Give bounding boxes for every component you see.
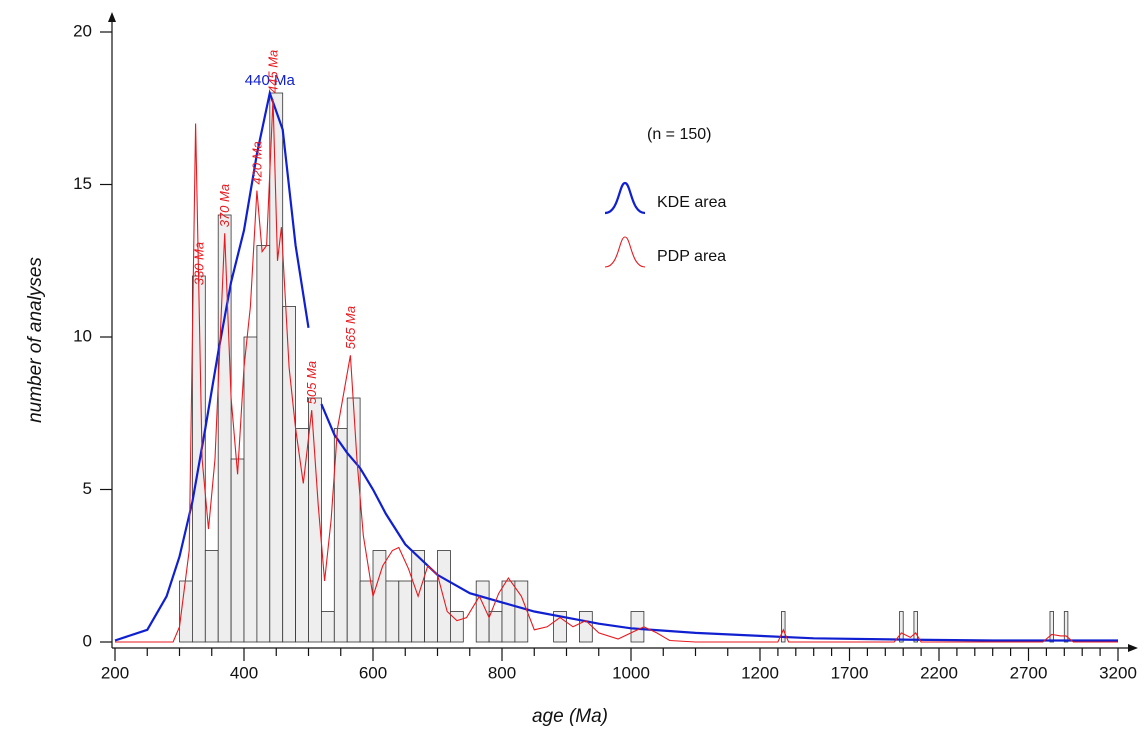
histogram-bar bbox=[230, 458, 245, 643]
y-tick-label: 20 bbox=[73, 21, 92, 40]
peak-label: 505 Ma bbox=[304, 361, 319, 404]
histogram-bar bbox=[295, 428, 309, 643]
peak-label: 565 Ma bbox=[343, 306, 358, 349]
histogram-bar bbox=[204, 550, 219, 643]
histogram-bar bbox=[320, 611, 335, 643]
histogram-bar bbox=[488, 611, 503, 643]
histogram-bar bbox=[256, 245, 271, 643]
legend-symbol bbox=[604, 236, 646, 268]
peak-label: 420 Ma bbox=[249, 141, 264, 184]
x-tick-label: 200 bbox=[101, 663, 129, 682]
x-axis-label: age (Ma) bbox=[532, 706, 608, 727]
histogram-bar bbox=[899, 611, 904, 643]
y-axis-label: number of analyses bbox=[25, 257, 46, 423]
y-tick-label: 0 bbox=[83, 631, 92, 650]
histogram-bar bbox=[346, 397, 361, 643]
histogram-bar bbox=[282, 306, 297, 643]
x-tick-label: 2200 bbox=[920, 663, 958, 682]
sample-size: (n = 150) bbox=[647, 126, 711, 143]
histogram-bar bbox=[437, 550, 451, 643]
histogram-bar bbox=[333, 428, 348, 643]
histogram-bar bbox=[475, 580, 490, 643]
histogram-bar bbox=[579, 611, 593, 643]
peak-label: 330 Ma bbox=[191, 242, 206, 285]
histogram-bar bbox=[781, 611, 786, 643]
peak-label: 370 Ma bbox=[217, 184, 232, 227]
histogram-bar bbox=[217, 214, 232, 643]
peak-label: 445 Ma bbox=[265, 50, 280, 93]
histogram-bar bbox=[398, 580, 413, 643]
legend-symbol bbox=[604, 181, 646, 215]
y-tick-label: 10 bbox=[73, 326, 92, 345]
legend-label: KDE area bbox=[657, 194, 726, 211]
series-line bbox=[114, 88, 1118, 642]
y-tick-label: 15 bbox=[73, 174, 92, 193]
legend-label: PDP area bbox=[657, 248, 726, 265]
x-tick-label: 1700 bbox=[831, 663, 869, 682]
histogram-bar bbox=[630, 611, 645, 643]
x-tick-label: 800 bbox=[488, 663, 516, 682]
x-axis-arrow bbox=[1128, 644, 1138, 652]
histogram-bar bbox=[1063, 611, 1069, 643]
peak-label: 440 Ma bbox=[245, 72, 296, 89]
x-tick-label: 1000 bbox=[612, 663, 650, 682]
x-tick-label: 600 bbox=[359, 663, 387, 682]
x-tick-label: 400 bbox=[230, 663, 258, 682]
histogram-bar bbox=[385, 580, 400, 643]
histogram-bar bbox=[1049, 611, 1054, 643]
histogram-bar bbox=[913, 611, 918, 643]
y-axis-arrow bbox=[108, 12, 116, 22]
x-tick-label: 1200 bbox=[741, 663, 779, 682]
histogram-bar bbox=[243, 336, 258, 643]
x-tick-label: 2700 bbox=[1010, 663, 1048, 682]
plot-area bbox=[114, 88, 1118, 643]
histogram-bar bbox=[359, 580, 374, 643]
y-tick-label: 5 bbox=[83, 479, 92, 498]
series-line bbox=[115, 99, 1118, 643]
histogram-bar bbox=[501, 580, 516, 643]
x-tick-label: 3200 bbox=[1099, 663, 1137, 682]
histogram-bar bbox=[308, 397, 322, 643]
histogram-bar bbox=[553, 611, 567, 643]
histogram-bar bbox=[424, 580, 438, 643]
histogram-bar bbox=[269, 92, 284, 643]
